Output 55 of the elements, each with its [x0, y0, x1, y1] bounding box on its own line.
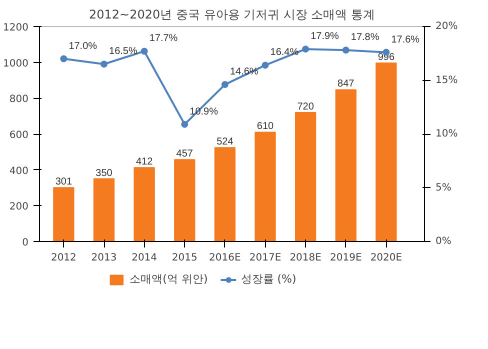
y-tick-label: 200	[9, 202, 29, 213]
bar	[214, 147, 236, 242]
data-label: 17.6%	[391, 34, 420, 46]
point	[100, 60, 108, 68]
point	[302, 46, 310, 53]
bar	[93, 178, 115, 242]
y2-tick-label: 15%	[436, 74, 458, 86]
point	[140, 48, 148, 55]
legend-label: 성장률 (%)	[240, 272, 296, 286]
x-tick-label: 2014	[132, 252, 158, 264]
x-tick-label: 2012	[50, 252, 76, 264]
x-tick-label: 2018E	[290, 252, 322, 264]
x-tick-label: 2017E	[249, 252, 282, 264]
y-tick-label: 0	[22, 238, 29, 248]
bar	[134, 167, 155, 242]
point	[181, 120, 188, 128]
data-label: 17.8%	[350, 32, 380, 44]
chart-title: 2012~2020년 중국 유아용 기저귀 시장 소매액 통계	[88, 8, 376, 22]
data-label: 17.7%	[149, 33, 178, 44]
y2-tick-label: 10%	[436, 128, 458, 140]
y-tick-label: 1000	[3, 58, 29, 70]
point	[342, 46, 350, 54]
data-label: 457	[176, 148, 194, 160]
data-label: 720	[297, 102, 314, 112]
data-label: 412	[136, 156, 154, 168]
data-label: 350	[96, 168, 113, 179]
point	[262, 62, 269, 69]
x-tick-label: 2013	[91, 252, 117, 264]
data-label: 17.0%	[68, 40, 98, 52]
x-tick-label: 2016E	[209, 252, 241, 264]
bar	[254, 132, 276, 242]
bar	[53, 187, 74, 242]
data-label: 17.9%	[310, 31, 340, 42]
point	[221, 81, 228, 88]
y-tick-label: 600	[9, 130, 29, 141]
data-label: 524	[216, 136, 234, 148]
y2-tick-label: 0%	[436, 236, 452, 247]
legend-label: 소매액(억 위안)	[130, 272, 208, 286]
y-tick-label: 1200	[3, 22, 29, 34]
y-tick-label: 400	[9, 166, 29, 177]
y2-tick-label: 5%	[436, 182, 452, 194]
bar	[174, 159, 196, 242]
bar	[335, 89, 356, 242]
bar	[376, 62, 397, 242]
x-tick-label: 2015	[172, 252, 198, 264]
y2-tick-label: 20%	[436, 21, 458, 32]
x-tick-label: 2019E	[330, 252, 362, 264]
y-tick-label: 800	[9, 94, 29, 106]
bar	[294, 112, 316, 242]
data-label: 847	[338, 78, 355, 90]
point	[60, 55, 68, 62]
data-label: 16.5%	[109, 46, 138, 58]
data-label: 301	[55, 176, 72, 188]
data-label: 610	[256, 121, 274, 132]
x-tick-label: 2020E	[370, 252, 402, 264]
